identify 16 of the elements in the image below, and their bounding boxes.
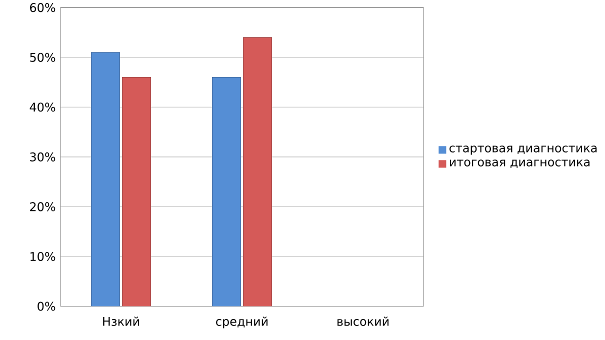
bar: [212, 76, 241, 306]
y-tick-label: 50%: [30, 52, 56, 62]
bar: [122, 76, 151, 306]
y-tick-label: 20%: [30, 202, 56, 212]
y-tick-label: 10%: [30, 252, 56, 261]
x-tick-label: средний: [216, 316, 268, 328]
bar: [91, 52, 120, 306]
y-tick-label: 30%: [30, 152, 56, 162]
x-tick-label: высокий: [338, 316, 389, 326]
y-tick-label: 60%: [30, 2, 56, 12]
y-tick-label: 40%: [30, 102, 56, 112]
y-tick-label: 0%: [38, 302, 56, 311]
legend-label: итоговая диагностика: [450, 159, 590, 168]
legend-label: стартовая диагностика: [450, 145, 597, 155]
x-tick-label: Нзкий: [103, 316, 139, 326]
bar: [243, 37, 272, 306]
